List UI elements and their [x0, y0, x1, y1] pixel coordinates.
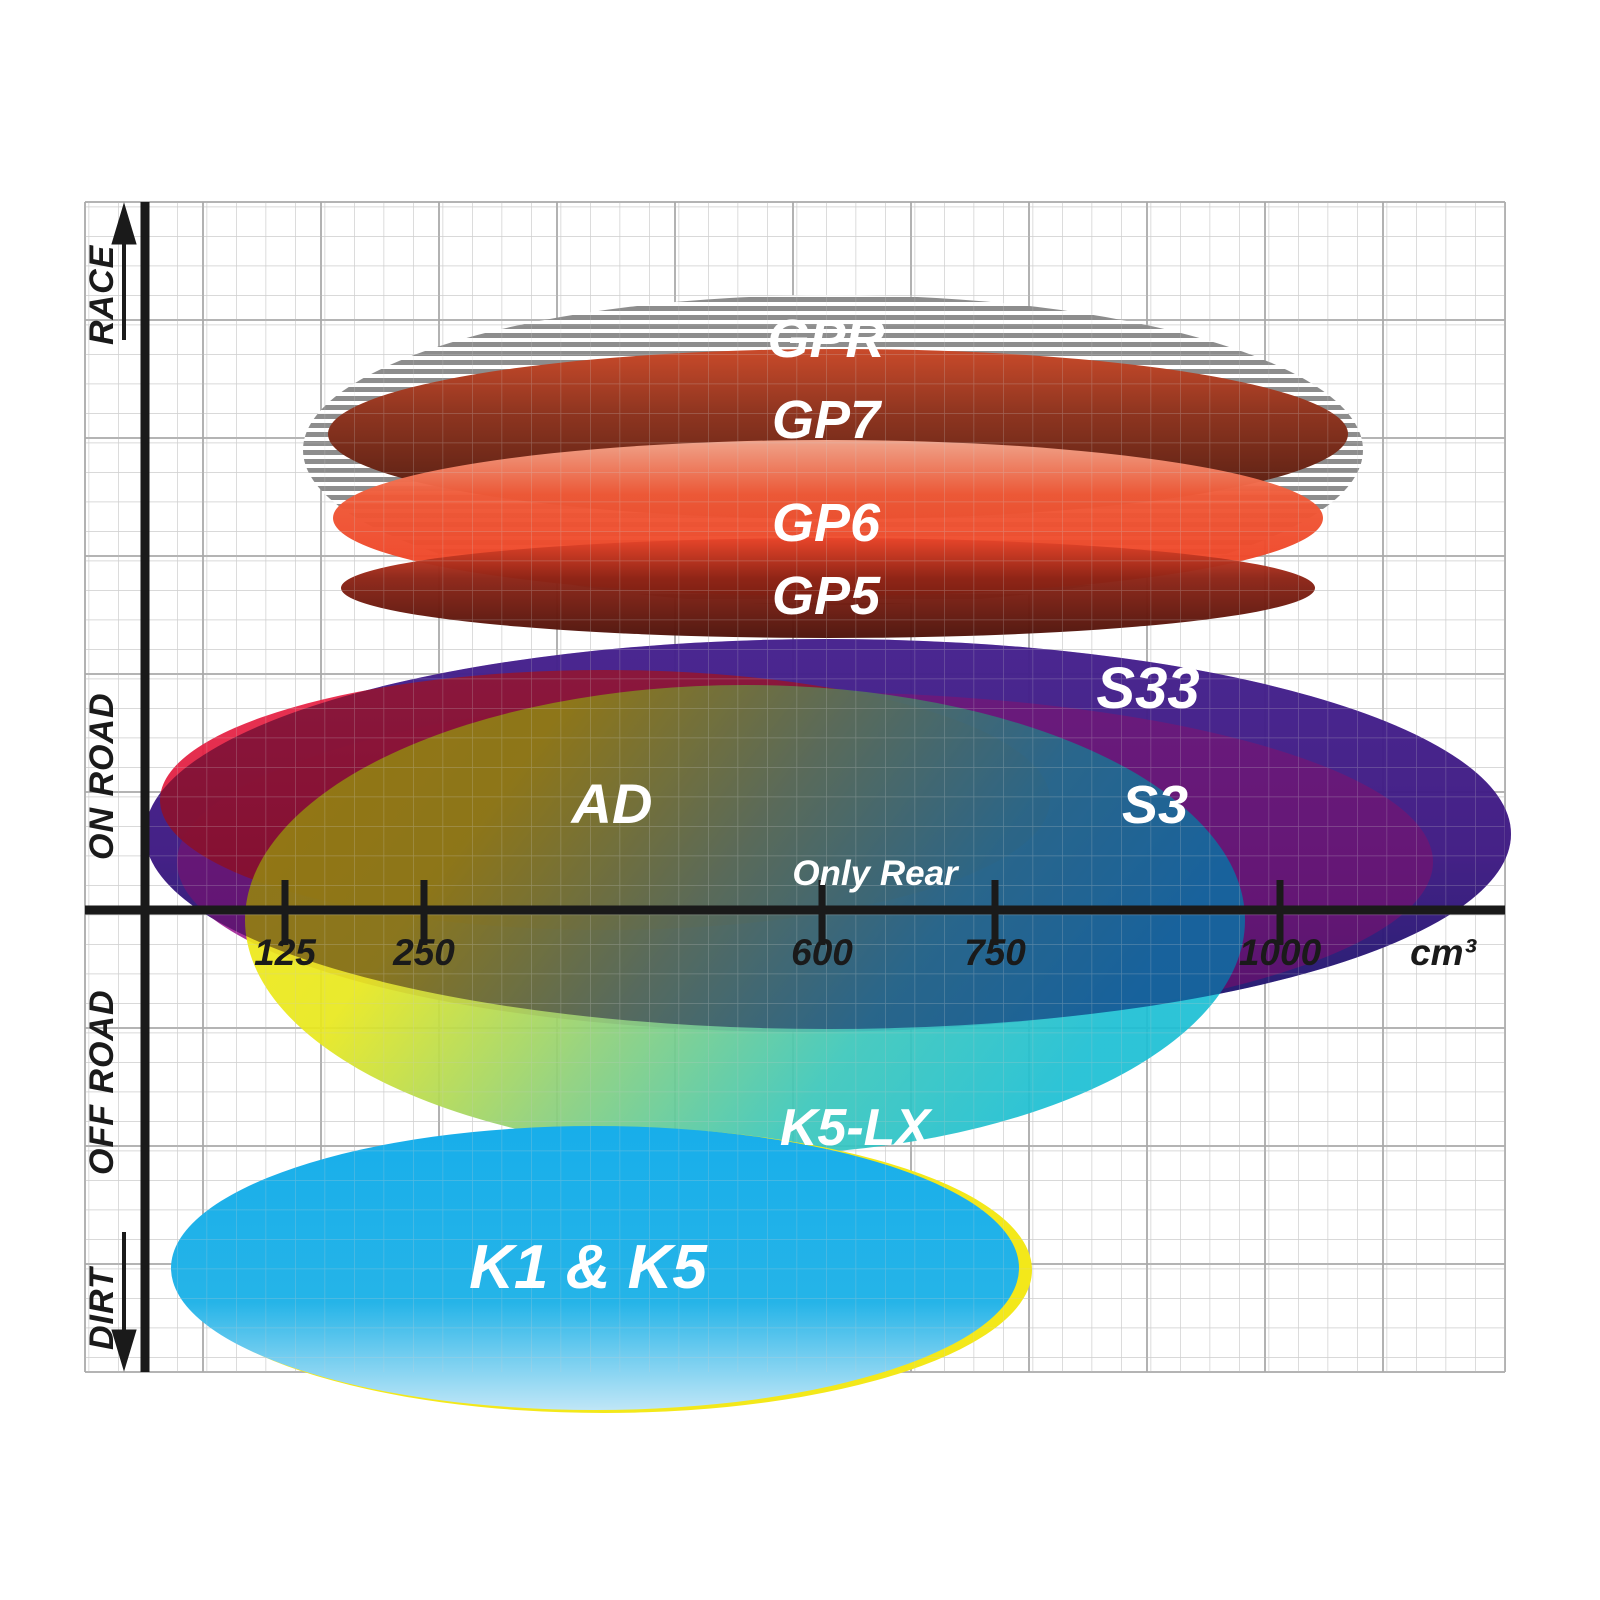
- region-label-k1k5: K1 & K5: [469, 1233, 708, 1302]
- band-label-race: RACE: [83, 244, 121, 345]
- chart-grid-overlay: [85, 202, 1505, 1372]
- region-label-ad: AD: [570, 772, 653, 835]
- region-label-gp5: GP5: [772, 566, 881, 626]
- x-tick-label-750: 750: [964, 932, 1026, 973]
- band-label-offroad: OFF ROAD: [83, 989, 121, 1175]
- region-label-gpr: GPR: [767, 309, 884, 369]
- region-labels: GPR GP7 GP6 GP5 S33 S3 AD Only Rear K5-L…: [469, 309, 1199, 1302]
- chart-axes: [85, 202, 1505, 1372]
- x-tick-labels: 125 250 600 750 1000 cm³: [254, 932, 1477, 973]
- x-tick-label-600: 600: [791, 932, 853, 973]
- vertical-band-labels: RACE ON ROAD OFF ROAD DIRT: [83, 244, 121, 1350]
- region-label-gp7: GP7: [772, 390, 883, 450]
- band-label-dirt: DIRT: [83, 1265, 121, 1350]
- annotation-only-rear: Only Rear: [792, 854, 960, 893]
- x-tick-label-125: 125: [254, 932, 317, 973]
- region-label-s33: S33: [1096, 656, 1199, 721]
- x-tick-label-1000: 1000: [1239, 932, 1322, 973]
- band-arrows: [111, 202, 137, 1372]
- x-axis-unit-label: cm³: [1410, 932, 1477, 973]
- region-label-k5lx: K5-LX: [780, 1099, 934, 1157]
- band-label-onroad: ON ROAD: [83, 692, 121, 860]
- region-label-s3: S3: [1122, 775, 1188, 835]
- region-label-gp6: GP6: [772, 493, 881, 553]
- x-tick-label-250: 250: [392, 932, 455, 973]
